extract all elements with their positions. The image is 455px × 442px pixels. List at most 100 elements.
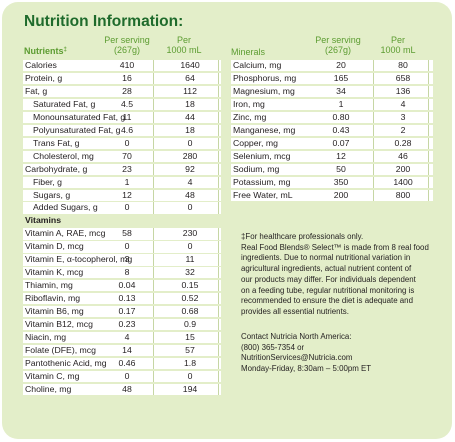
per-1000ml-value: 1400 [393, 176, 413, 187]
per-serving-value: 350 [333, 176, 349, 187]
nutrient-row: Iron, mg 1 4 [231, 98, 433, 111]
per-1000ml-value: 46 [398, 150, 408, 161]
per-serving-value: 58 [122, 228, 132, 239]
nutrient-row: Vitamin B6, mg 0.17 0.68 [23, 306, 221, 318]
minerals-per-serving-header-line1: Per serving [315, 35, 361, 45]
per-serving-value: 0.13 [118, 293, 136, 304]
column-separator [218, 331, 219, 344]
per-1000ml-value: 194 [182, 383, 198, 394]
per-serving-header: Per serving (267g) [102, 35, 152, 55]
nutrient-row: Carbohydrate, g 23 92 [23, 163, 221, 175]
per-1000ml-value: 658 [395, 72, 411, 83]
per-serving-value: 0.80 [332, 111, 350, 122]
nutrient-label: Free Water, mL [233, 189, 293, 200]
nutrient-label: Phosphorus, mg [233, 72, 297, 83]
column-separator [218, 254, 219, 266]
column-separator [373, 150, 374, 162]
column-separator [153, 202, 154, 214]
per-serving-value: 20 [336, 60, 346, 70]
contact-info: Contact Nutricia North America: (800) 365… [241, 332, 371, 375]
nutrient-row: Vitamin K, mcg 8 32 [23, 267, 221, 279]
nutrient-row: Manganese, mg 0.43 2 [231, 124, 433, 137]
per-1000ml-value: 1640 [180, 60, 200, 70]
per-1000ml-value: 112 [183, 85, 197, 96]
nutrient-row: Phosphorus, mg 165 658 [231, 72, 433, 85]
nutrient-row: Cholesterol, mg 70 280 [23, 150, 221, 162]
nutrient-label: Vitamin K, mcg [25, 267, 84, 278]
nutrient-label: Pantothenic Acid, mg [25, 357, 107, 368]
contact-line: NutritionServices@Nutricia.com [241, 353, 353, 363]
per-1000ml-value: 44 [185, 111, 195, 122]
nutrient-label: Saturated Fat, g [33, 98, 96, 109]
column-separator [153, 163, 154, 175]
nutrient-label: Potassium, mg [233, 176, 291, 187]
per-serving-value: 14 [122, 344, 132, 355]
per-serving-value: 0.07 [332, 137, 350, 148]
column-separator [218, 383, 219, 396]
column-separator [373, 176, 374, 188]
nutrient-row: Saturated Fat, g 4.5 18 [23, 98, 221, 111]
column-separator [218, 293, 219, 305]
column-separator [218, 176, 219, 188]
nutrient-row: Free Water, mL 200 800 [231, 189, 433, 201]
nutrient-row: Vitamin B12, mcg 0.23 0.9 [23, 319, 221, 331]
nutrient-label: Fat, g [25, 85, 48, 96]
per-1000ml-value: 3 [400, 111, 406, 122]
per-serving-value: 4.5 [120, 98, 134, 109]
column-separator [153, 241, 154, 253]
nutrient-label: Fiber, g [33, 176, 62, 187]
footnote-line: provides all essential nutrients. [241, 306, 349, 316]
per-serving-value: 200 [333, 189, 349, 200]
per-1000ml-value: 0.52 [181, 293, 199, 304]
column-separator [373, 124, 374, 137]
per-serving-header-line2: (267g) [113, 45, 140, 55]
per-serving-value: 12 [122, 189, 132, 200]
column-separator [153, 189, 154, 201]
per-serving-value: 8 [124, 267, 130, 278]
column-separator [153, 150, 154, 162]
per-1000ml-value: 18 [185, 124, 195, 135]
per-serving-value: 0.17 [118, 306, 136, 317]
per-1000ml-value: 92 [185, 163, 195, 174]
column-separator [218, 189, 219, 201]
contact-line: Contact Nutricia North America: [241, 332, 352, 341]
nutrient-label: Sugars, g [33, 189, 71, 200]
column-separator [153, 254, 154, 266]
nutrient-row: Added Sugars, g 0 0 [23, 202, 221, 214]
column-separator [218, 202, 219, 214]
column-separator [373, 137, 374, 149]
minerals-header: Minerals [231, 47, 266, 57]
per-serving-value: 410 [119, 60, 135, 70]
nutrient-row: Thiamin, mg 0.04 0.15 [23, 280, 221, 292]
column-separator [153, 383, 154, 396]
column-separator [218, 137, 219, 149]
per-serving-value: 1 [124, 176, 130, 187]
minerals-per-serving-header-line2: (267g) [324, 45, 351, 55]
nutrient-row: Fat, g 28 112 [23, 85, 221, 98]
nutrient-label: Iron, mg [233, 98, 265, 109]
column-separator [153, 85, 154, 98]
nutrient-row: Pantothenic Acid, mg 0.46 1.8 [23, 357, 221, 370]
column-separator [153, 306, 154, 318]
per-serving-value: 12 [336, 150, 346, 161]
column-separator [428, 163, 429, 175]
per-serving-value: 16 [122, 72, 132, 83]
per-serving-value: 4.6 [120, 124, 134, 135]
footnote-line: ingredients. Due to normal nutritional v… [241, 253, 411, 263]
nutrition-panel: Nutrition Information: Per serving (267g… [2, 2, 452, 439]
nutrient-label: Sodium, mg [233, 163, 280, 174]
column-separator [153, 72, 154, 85]
nutrients-header-label: Nutrients [24, 46, 64, 56]
column-separator [218, 124, 219, 137]
per-1000ml-value: 18 [185, 98, 195, 109]
nutrient-label: Vitamin B6, mg [25, 306, 84, 317]
column-separator [153, 331, 154, 344]
per-serving-value: 1 [338, 98, 344, 109]
nutrient-label: Selenium, mcg [233, 150, 291, 161]
nutrient-label: Magnesium, mg [233, 85, 295, 96]
column-separator [153, 293, 154, 305]
column-separator [428, 111, 429, 124]
per-serving-value: 11 [122, 111, 132, 122]
column-separator [153, 124, 154, 137]
nutrients-header: Nutrients‡ [24, 45, 67, 56]
